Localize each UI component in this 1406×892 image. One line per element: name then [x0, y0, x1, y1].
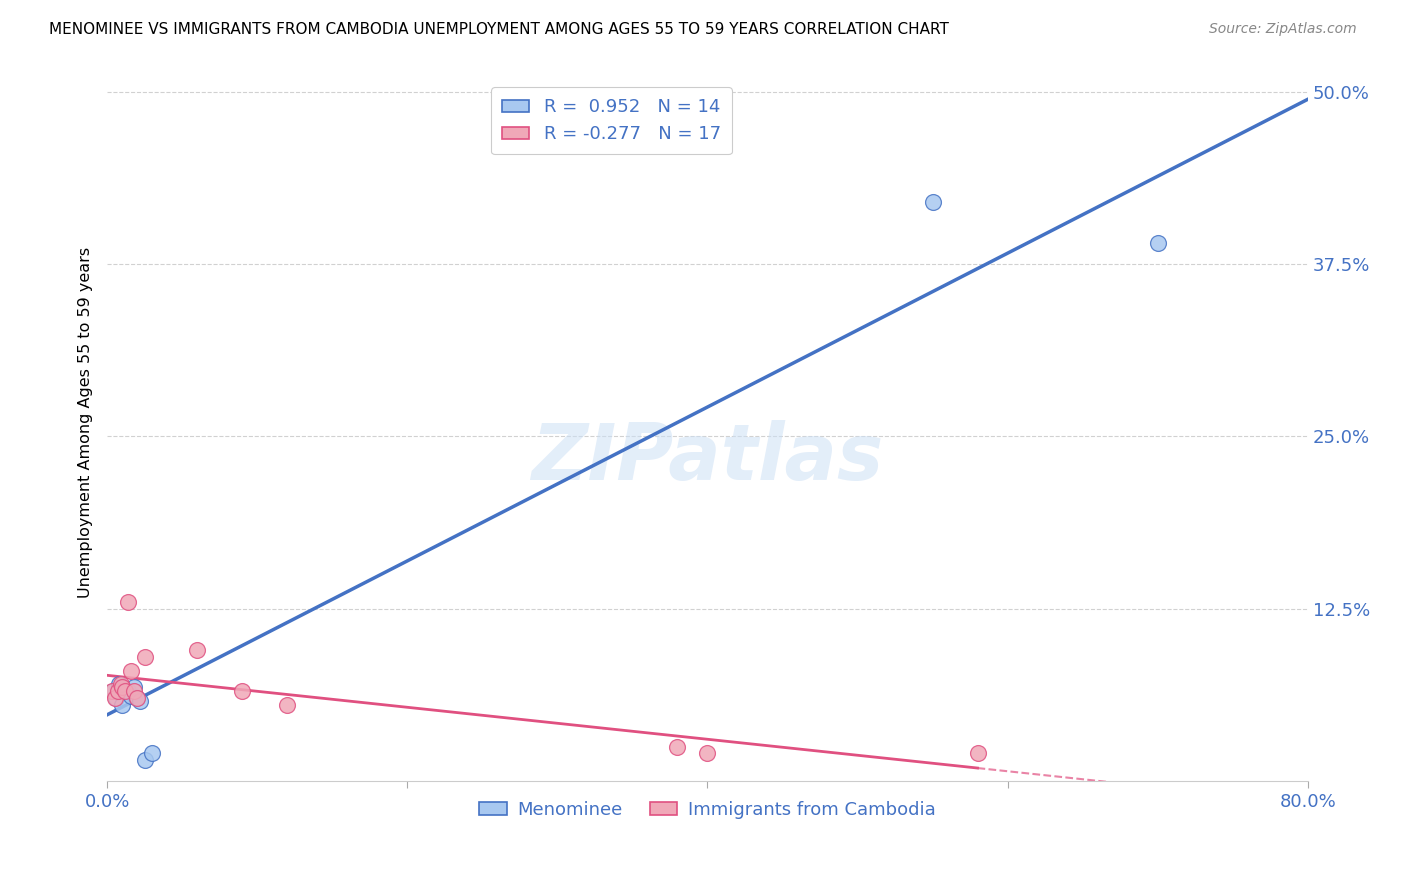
Point	[134, 649, 156, 664]
Point	[127, 691, 149, 706]
Text: MENOMINEE VS IMMIGRANTS FROM CAMBODIA UNEMPLOYMENT AMONG AGES 55 TO 59 YEARS COR: MENOMINEE VS IMMIGRANTS FROM CAMBODIA UN…	[49, 22, 949, 37]
Point	[966, 747, 988, 761]
Point	[107, 684, 129, 698]
Point	[1146, 236, 1168, 251]
Point	[117, 684, 139, 698]
Point	[104, 691, 127, 706]
Point	[127, 691, 149, 706]
Point	[122, 680, 145, 694]
Point	[120, 664, 142, 678]
Point	[276, 698, 298, 713]
Point	[108, 677, 131, 691]
Text: Source: ZipAtlas.com: Source: ZipAtlas.com	[1209, 22, 1357, 37]
Point	[101, 684, 124, 698]
Point	[114, 684, 136, 698]
Point	[696, 747, 718, 761]
Point	[122, 684, 145, 698]
Point	[666, 739, 689, 754]
Point	[105, 691, 128, 706]
Point	[134, 753, 156, 767]
Point	[111, 680, 134, 694]
Point	[141, 747, 163, 761]
Point	[100, 684, 122, 698]
Point	[111, 698, 134, 713]
Point	[231, 684, 253, 698]
Point	[110, 677, 132, 691]
Point	[129, 694, 152, 708]
Point	[117, 595, 139, 609]
Y-axis label: Unemployment Among Ages 55 to 59 years: Unemployment Among Ages 55 to 59 years	[79, 247, 93, 599]
Text: ZIPatlas: ZIPatlas	[531, 420, 883, 496]
Point	[186, 643, 208, 657]
Legend: Menominee, Immigrants from Cambodia: Menominee, Immigrants from Cambodia	[472, 793, 942, 826]
Point	[114, 684, 136, 698]
Point	[921, 194, 943, 209]
Point	[120, 689, 142, 703]
